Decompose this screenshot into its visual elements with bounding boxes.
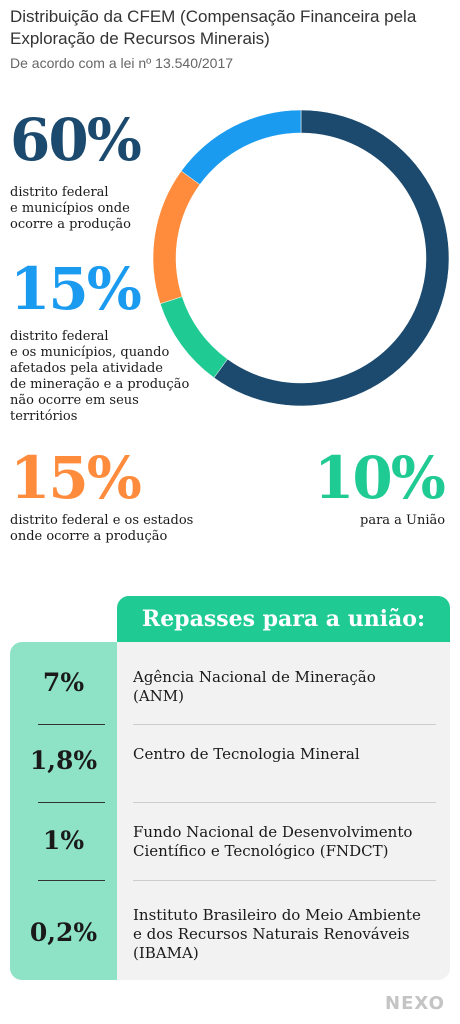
desc-line: ocorre a produção [10,217,131,232]
table-row-text: Centro de Tecnologia Mineral [133,745,445,764]
donut-slice-3 [180,109,302,185]
desc-line: de mineração e a produção [10,377,190,392]
donut-slice-0 [213,109,450,407]
donut-slice-2 [152,170,201,305]
desc-line: e os municípios, quando [10,345,170,360]
table-row-pct: 1% [42,826,85,855]
donut-slice-1 [159,296,228,379]
row-divider [38,880,105,881]
slice-label-60: 60% [10,106,142,174]
desc-line: distrito federal [10,329,109,344]
table-header: Repasses para a união: [117,596,450,642]
row-line: Agência Nacional de Mineração [133,668,376,686]
slice-desc-60: distrito federal e municípios onde ocorr… [10,185,131,233]
row-divider [133,724,436,725]
desc-line: e municípios onde [10,201,130,216]
nexo-logo: NEXO [385,993,445,1014]
row-line: e dos Recursos Naturais Renováveis [133,925,410,943]
table-row-text: Fundo Nacional de Desenvolvimento Cientí… [133,823,445,861]
slice-label-10: 10% [314,444,446,512]
row-divider [38,802,105,803]
page-subtitle: De acordo com a lei nº 13.540/2017 [10,55,234,71]
table-row-pct: 1,8% [29,746,98,775]
page-title: Distribuição da CFEM (Compensação Financ… [10,7,417,48]
donut-chart [152,109,450,407]
row-line: (IBAMA) [133,944,199,962]
desc-line: onde ocorre a produção [10,529,168,544]
desc-line: afetados pela atividade [10,361,163,376]
table-row-pct: 7% [42,668,85,697]
row-line: Fundo Nacional de Desenvolvimento [133,823,413,841]
row-line: Centro de Tecnologia Mineral [133,745,360,763]
row-divider [38,724,105,725]
desc-line: territórios [10,409,78,424]
table-row-pct: 0,2% [29,918,98,947]
table-row-text: Instituto Brasileiro do Meio Ambiente e … [133,906,445,963]
row-line: Científico e Tecnológico (FNDCT) [133,842,389,860]
desc-line: não ocorre em seus [10,393,139,408]
slice-label-15-municipios: 15% [10,255,142,323]
row-divider [133,880,436,881]
slice-label-15-estados: 15% [10,444,142,512]
row-line: Instituto Brasileiro do Meio Ambiente [133,906,421,924]
desc-line: distrito federal [10,185,109,200]
row-line: (ANM) [133,687,185,705]
table-row-text: Agência Nacional de Mineração (ANM) [133,668,445,706]
slice-desc-15-municipios: distrito federal e os municípios, quando… [10,329,189,425]
row-divider [133,802,436,803]
slice-desc-10: para a União [360,513,445,529]
slice-desc-15-estados: distrito federal e os estados onde ocorr… [10,513,193,545]
table-pct-column [10,642,117,980]
desc-line: distrito federal e os estados [10,513,194,528]
desc-line: para a União [360,513,446,528]
table-text-column [117,642,450,980]
